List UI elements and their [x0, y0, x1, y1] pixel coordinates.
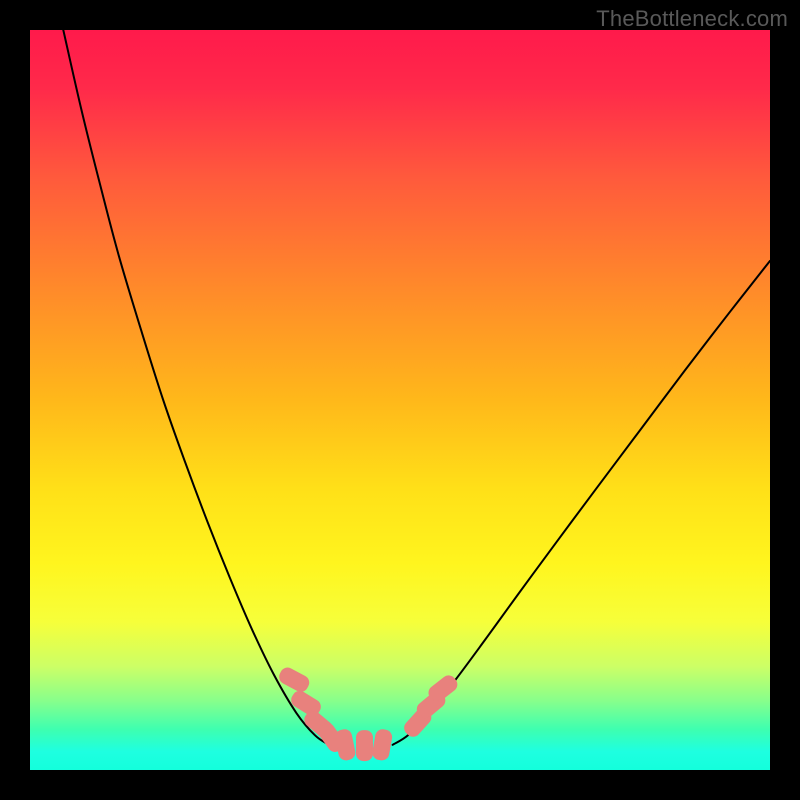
- plot-svg: [30, 30, 770, 770]
- curve-marker: [356, 731, 372, 761]
- plot-area: [30, 30, 770, 770]
- watermark-text: TheBottleneck.com: [596, 6, 788, 32]
- gradient-background: [30, 30, 770, 770]
- chart-frame: TheBottleneck.com: [0, 0, 800, 800]
